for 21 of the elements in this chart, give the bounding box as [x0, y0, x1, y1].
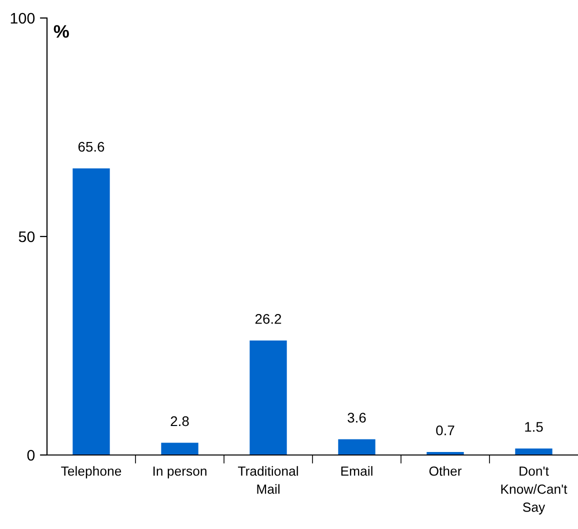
- data-label: 2.8: [170, 416, 189, 426]
- data-label: 65.6: [78, 142, 104, 152]
- data-label: 1.5: [525, 422, 543, 432]
- bar: [161, 442, 198, 455]
- y-tick-label: 100: [10, 12, 35, 24]
- x-tick-label: Traditional Mail: [238, 466, 298, 494]
- data-label: 0.7: [436, 425, 454, 436]
- bar: [250, 340, 287, 455]
- bar: [515, 448, 552, 455]
- data-label: 26.2: [255, 314, 282, 324]
- data-label: 3.6: [348, 412, 366, 423]
- y-tick-label: 0: [27, 450, 35, 461]
- x-tick-label: Don't Know/Can't Say: [501, 466, 568, 514]
- x-tick-label: In person: [153, 466, 206, 478]
- y-axis-title: %: [54, 25, 69, 38]
- y-tick-label: 50: [18, 231, 35, 242]
- x-tick-label: Other: [429, 466, 462, 476]
- bar: [338, 439, 376, 455]
- x-tick-label: Telephone: [61, 466, 122, 478]
- x-tick-label: Email: [341, 466, 372, 476]
- bar: [72, 168, 110, 455]
